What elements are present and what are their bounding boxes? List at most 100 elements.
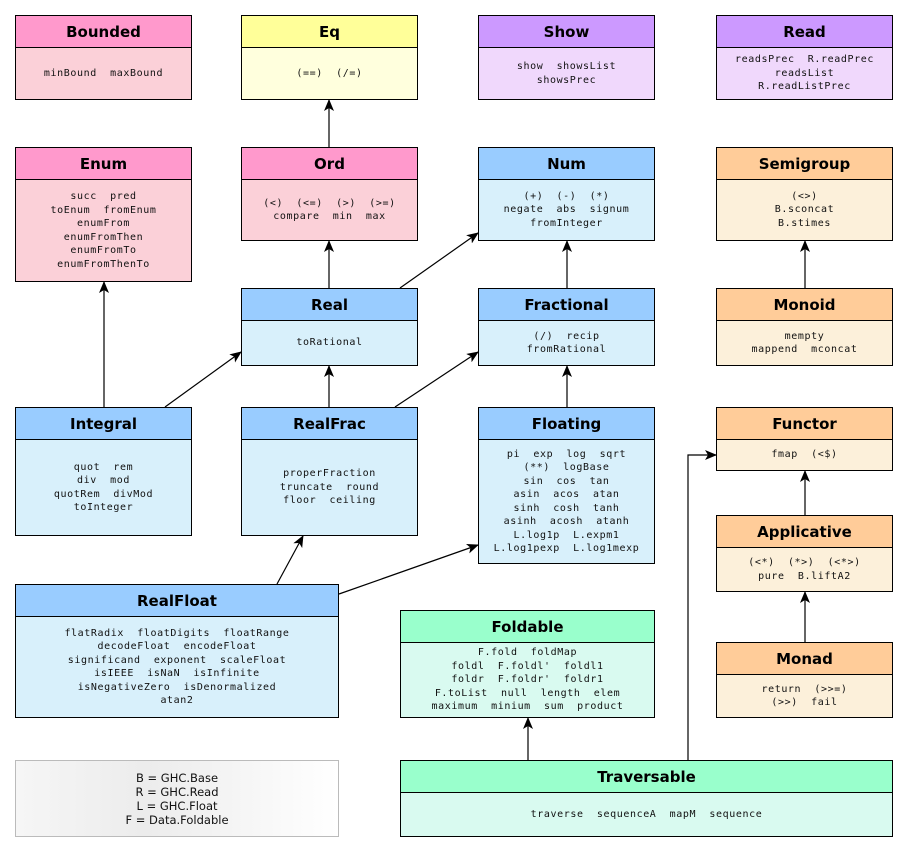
class-ord: Ord (<) (<=) (>) (>=) compare min max	[241, 147, 418, 241]
method-line: fromRational	[526, 344, 607, 355]
method-line: L.log1p L.expm1	[513, 529, 620, 541]
method-list: quot rem div mod quotRem divMod toInteger	[16, 440, 191, 535]
arrow-realfloat-to-realfrac	[276, 535, 304, 585]
method-line: floor ceiling	[283, 495, 376, 507]
method-line: negate abs signum	[503, 204, 630, 216]
class-real: Real toRational	[241, 288, 418, 366]
method-line: isIEEE isNaN isInfinite	[94, 668, 260, 679]
class-functor: Functor fmap (<$)	[716, 407, 893, 471]
class-name: Foldable	[401, 611, 654, 643]
class-read: Read readsPrec R.readPrec readsList R.readL…	[716, 15, 893, 100]
method-line: enumFrom	[77, 218, 130, 229]
class-applicative: Applicative (<*) (*>) (<*>) pure B.liftA2	[716, 515, 893, 592]
class-bounded: Bounded minBound maxBound	[15, 15, 192, 100]
method-line: (<*) (*>) (<*>)	[748, 557, 861, 568]
method-line: readsList	[774, 67, 835, 79]
method-line: enumFromTo	[70, 245, 137, 256]
class-name: Enum	[16, 148, 191, 180]
method-line: (/) recip	[533, 330, 600, 342]
method-line: significand exponent scaleFloat	[67, 654, 287, 666]
class-traversable: Traversable traverse sequenceA mapM seque…	[400, 760, 893, 837]
method-list: (==) (/=)	[242, 48, 417, 99]
method-list: flatRadix floatDigits floatRange decodeFl…	[16, 617, 338, 717]
method-line: toInteger	[73, 502, 134, 513]
method-line: L.log1pexp L.log1mexp	[493, 543, 640, 554]
method-line: fmap (<$)	[771, 449, 838, 461]
method-list: mempty mappend mconcat	[717, 321, 892, 365]
class-monad: Monad return (>>=) (>>) fail	[716, 642, 893, 718]
class-name: Real	[242, 289, 417, 321]
method-list: traverse sequenceA mapM sequence	[401, 793, 892, 836]
method-line: traverse sequenceA mapM sequence	[530, 808, 763, 820]
method-line: F.fold foldMap	[477, 647, 578, 659]
method-line: atan2	[160, 695, 194, 706]
class-name: RealFrac	[242, 408, 417, 440]
method-line: sin cos tan	[523, 475, 610, 487]
method-line: fromInteger	[530, 217, 603, 229]
method-list: (<) (<=) (>) (>=) compare min max	[242, 180, 417, 240]
class-name: Read	[717, 16, 892, 48]
class-name: Applicative	[717, 516, 892, 548]
class-monoid: Monoid mempty mappend mconcat	[716, 288, 893, 366]
class-name: Fractional	[479, 289, 654, 321]
method-line: toEnum fromEnum	[50, 204, 157, 216]
method-line: pure B.liftA2	[758, 570, 851, 582]
method-line: showsPrec	[536, 74, 597, 86]
class-name: Functor	[717, 408, 892, 440]
module-legend: B = GHC.Base R = GHC.Read L = GHC.Float …	[15, 760, 339, 837]
method-line: pi exp log sqrt	[506, 448, 627, 460]
method-line: F.toList null length elem	[434, 687, 621, 699]
method-line: flatRadix floatDigits floatRange	[64, 627, 290, 639]
class-name: Num	[479, 148, 654, 180]
legend-line: B = GHC.Base	[135, 770, 219, 785]
method-line: properFraction	[283, 468, 376, 480]
method-line: show showsList	[516, 61, 617, 72]
method-line: maximum minium sum product	[431, 701, 624, 713]
class-foldable: Foldable F.fold foldMap foldl F.foldl' fol…	[400, 610, 655, 718]
method-list: properFraction truncate round floor ceilin…	[242, 440, 417, 535]
method-line: minBound maxBound	[43, 67, 164, 79]
class-integral: Integral quot rem div mod quotRem divMod toI…	[15, 407, 192, 536]
method-list: (<>) B.sconcat B.stimes	[717, 180, 892, 240]
method-list: fmap (<$)	[717, 440, 892, 470]
arrow-traversable-to-functor	[687, 450, 717, 760]
method-line: (**) logBase	[523, 462, 610, 473]
method-line: return (>>=)	[761, 683, 848, 695]
method-line: (<) (<=) (>) (>=)	[263, 197, 396, 209]
class-fractional: Fractional (/) recip fromRational	[478, 288, 655, 366]
method-list: (+) (-) (*) negate abs signum fromInteger	[479, 180, 654, 240]
class-semigroup: Semigroup (<>) B.sconcat B.stimes	[716, 147, 893, 241]
class-name: Monoid	[717, 289, 892, 321]
class-enum: Enum succ pred toEnum fromEnum enumFrom enum…	[15, 147, 192, 282]
method-list: pi exp log sqrt (**) logBase sin cos tan as…	[479, 440, 654, 563]
method-line: foldr F.foldr' foldr1	[451, 674, 604, 686]
class-name: Semigroup	[717, 148, 892, 180]
class-name: Eq	[242, 16, 417, 48]
legend-line: F = Data.Foldable	[125, 812, 229, 827]
method-list: (<*) (*>) (<*>) pure B.liftA2	[717, 548, 892, 591]
arrow-integral-to-real	[164, 351, 242, 408]
class-name: Bounded	[16, 16, 191, 48]
method-line: enumFromThenTo	[57, 258, 150, 270]
method-line: succ pred	[70, 191, 137, 202]
legend-line: L = GHC.Float	[136, 798, 218, 813]
method-line: decodeFloat encodeFloat	[97, 641, 257, 652]
method-line: enumFromThen	[63, 231, 144, 243]
method-list: minBound maxBound	[16, 48, 191, 99]
method-line: mappend mconcat	[751, 344, 858, 355]
class-realfloat: RealFloat flatRadix floatDigits floatRang…	[15, 584, 339, 718]
class-show: Show show showsList showsPrec	[478, 15, 655, 100]
class-name: Ord	[242, 148, 417, 180]
method-list: return (>>=) (>>) fail	[717, 675, 892, 717]
method-line: B.sconcat	[774, 204, 835, 216]
method-line: (<>)	[791, 190, 818, 202]
method-line: (>>) fail	[771, 697, 838, 708]
method-list: toRational	[242, 321, 417, 365]
arrow-realfrac-to-fractional	[394, 351, 479, 408]
method-line: truncate round	[279, 481, 380, 493]
method-line: quot rem	[73, 461, 134, 473]
method-line: div mod	[77, 475, 130, 486]
method-line: quotRem divMod	[53, 488, 154, 500]
class-name: Traversable	[401, 761, 892, 793]
